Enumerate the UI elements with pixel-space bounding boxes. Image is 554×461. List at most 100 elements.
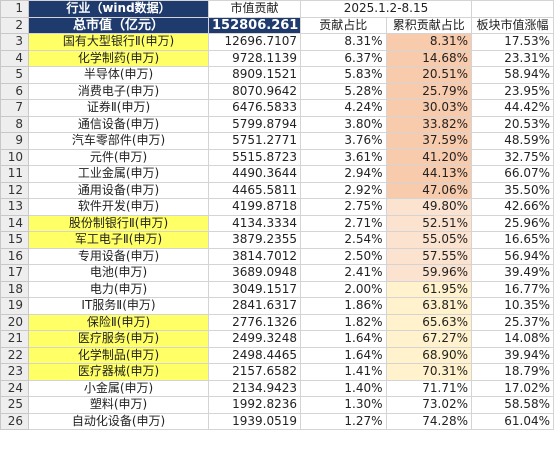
row-number[interactable]: 12 [0,181,29,199]
market-cap-cell[interactable]: 2841.6317 [208,297,301,315]
row-number[interactable]: 20 [0,313,29,331]
industry-cell[interactable]: 电池(申万) [28,264,209,282]
industry-cell[interactable]: IT服务Ⅱ(申万) [28,297,209,315]
sector-gain-cell[interactable]: 16.77% [471,280,554,298]
sector-gain-cell[interactable]: 25.96% [471,214,554,232]
empty-header-cell[interactable] [471,0,554,18]
row-number[interactable]: 1 [0,0,29,18]
period-header[interactable]: 2025.1.2-8.15 [300,0,472,18]
market-cap-cell[interactable]: 9728.1139 [208,49,301,67]
industry-cell[interactable]: 小金属(申万) [28,379,209,397]
sector-gain-cell[interactable]: 17.53% [471,33,554,51]
contribution-share-cell[interactable]: 1.64% [300,346,387,364]
cumulative-share-cell[interactable]: 73.02% [385,396,472,414]
row-number[interactable]: 7 [0,99,29,117]
contribution-share-cell[interactable]: 3.80% [300,115,387,133]
market-cap-cell[interactable]: 5799.8794 [208,115,301,133]
total-cap-label[interactable]: 总市值（亿元） [28,16,209,34]
market-cap-cell[interactable]: 4490.3644 [208,165,301,183]
industry-cell[interactable]: 自动化设备(申万) [28,412,209,430]
cumulative-share-cell[interactable]: 14.68% [385,49,472,67]
industry-cell[interactable]: 国有大型银行Ⅱ(申万) [28,33,209,51]
sector-gain-cell[interactable]: 17.02% [471,379,554,397]
market-cap-cell[interactable]: 4134.3334 [208,214,301,232]
cumulative-share-cell[interactable]: 57.55% [385,247,472,265]
sector-gain-cell[interactable]: 61.04% [471,412,554,430]
contribution-share-cell[interactable]: 4.24% [300,99,387,117]
industry-cell[interactable]: 化学制品(申万) [28,346,209,364]
cumulative-share-cell[interactable]: 74.28% [385,412,472,430]
sector-gain-cell[interactable]: 35.50% [471,181,554,199]
contribution-share-cell[interactable]: 2.54% [300,231,387,249]
contribution-share-cell[interactable]: 3.61% [300,148,387,166]
row-number[interactable]: 23 [0,363,29,381]
contribution-share-cell[interactable]: 1.27% [300,412,387,430]
cumulative-share-cell[interactable]: 41.20% [385,148,472,166]
industry-cell[interactable]: 工业金属(申万) [28,165,209,183]
sector-gain-cell[interactable]: 20.53% [471,115,554,133]
market-cap-cell[interactable]: 8909.1521 [208,66,301,84]
row-number[interactable]: 25 [0,396,29,414]
market-cap-cell[interactable]: 2776.1326 [208,313,301,331]
row-number[interactable]: 24 [0,379,29,397]
cumulative-share-cell[interactable]: 71.71% [385,379,472,397]
row-number[interactable]: 5 [0,66,29,84]
contribution-share-cell[interactable]: 1.40% [300,379,387,397]
cumulative-share-cell[interactable]: 47.06% [385,181,472,199]
row-number[interactable]: 6 [0,82,29,100]
sector-gain-cell[interactable]: 14.08% [471,330,554,348]
cumulative-share-cell[interactable]: 70.31% [385,363,472,381]
cumulative-share-cell[interactable]: 63.81% [385,297,472,315]
sector-gain-cell[interactable]: 58.94% [471,66,554,84]
contribution-share-cell[interactable]: 1.64% [300,330,387,348]
market-cap-cell[interactable]: 3689.0948 [208,264,301,282]
cumulative-share-cell[interactable]: 55.05% [385,231,472,249]
row-number[interactable]: 15 [0,231,29,249]
sector-gain-cell[interactable]: 42.66% [471,198,554,216]
market-cap-cell[interactable]: 5751.2771 [208,132,301,150]
total-cap-value[interactable]: 152806.261 [208,16,301,34]
cumulative-share-cell[interactable]: 52.51% [385,214,472,232]
market-cap-cell[interactable]: 3814.7012 [208,247,301,265]
sector-gain-cell[interactable]: 16.65% [471,231,554,249]
cap-contribution-header[interactable]: 市值贡献 [208,0,301,18]
row-number[interactable]: 19 [0,297,29,315]
row-number[interactable]: 18 [0,280,29,298]
cumulative-share-cell[interactable]: 65.63% [385,313,472,331]
sector-gain-cell[interactable]: 48.59% [471,132,554,150]
cumulative-share-cell[interactable]: 20.51% [385,66,472,84]
sector-gain-cell[interactable]: 23.31% [471,49,554,67]
market-cap-cell[interactable]: 4465.5811 [208,181,301,199]
contribution-share-cell[interactable]: 2.41% [300,264,387,282]
contribution-share-cell[interactable]: 1.41% [300,363,387,381]
contribution-share-cell[interactable]: 5.28% [300,82,387,100]
contribution-share-cell[interactable]: 5.83% [300,66,387,84]
cumulative-share-cell[interactable]: 44.13% [385,165,472,183]
sector-gain-header[interactable]: 板块市值涨幅 [471,16,554,34]
cumulative-share-cell[interactable]: 59.96% [385,264,472,282]
sector-gain-cell[interactable]: 66.07% [471,165,554,183]
sector-gain-cell[interactable]: 44.42% [471,99,554,117]
cumulative-share-cell[interactable]: 8.31% [385,33,472,51]
industry-cell[interactable]: 通信设备(申万) [28,115,209,133]
market-cap-cell[interactable]: 2157.6582 [208,363,301,381]
sector-gain-cell[interactable]: 25.37% [471,313,554,331]
industry-cell[interactable]: 医疗器械(申万) [28,363,209,381]
contribution-share-cell[interactable]: 3.76% [300,132,387,150]
sector-gain-cell[interactable]: 18.79% [471,363,554,381]
market-cap-cell[interactable]: 6476.5833 [208,99,301,117]
contribution-share-cell[interactable]: 6.37% [300,49,387,67]
sector-gain-cell[interactable]: 56.94% [471,247,554,265]
contribution-share-cell[interactable]: 1.86% [300,297,387,315]
industry-cell[interactable]: 保险Ⅱ(申万) [28,313,209,331]
industry-cell[interactable]: 通用设备(申万) [28,181,209,199]
market-cap-cell[interactable]: 5515.8723 [208,148,301,166]
row-number[interactable]: 9 [0,132,29,150]
market-cap-cell[interactable]: 1992.8236 [208,396,301,414]
row-number[interactable]: 8 [0,115,29,133]
sector-gain-cell[interactable]: 23.95% [471,82,554,100]
cumulative-share-cell[interactable]: 30.03% [385,99,472,117]
row-number[interactable]: 10 [0,148,29,166]
contribution-share-cell[interactable]: 2.92% [300,181,387,199]
industry-cell[interactable]: 医疗服务(申万) [28,330,209,348]
